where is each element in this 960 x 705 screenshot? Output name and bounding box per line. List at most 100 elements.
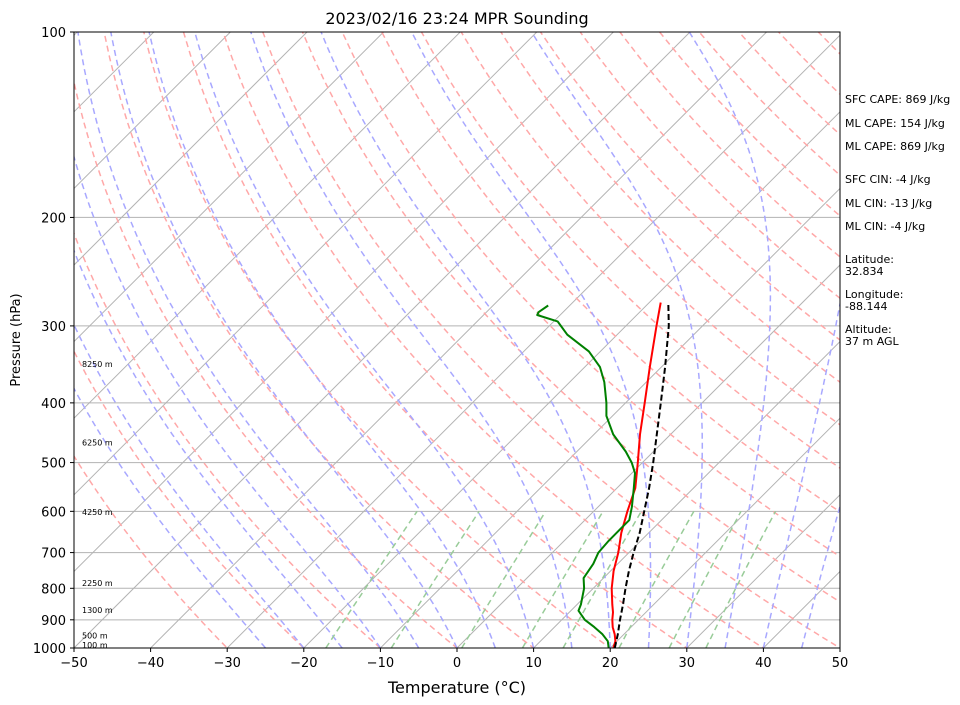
x-axis-ticks: −50 −40 −30 −20 −10 0 10 20 30 40 50 bbox=[60, 648, 848, 671]
latitude-label: Latitude: bbox=[845, 253, 894, 266]
y-tick-label: 100 bbox=[41, 26, 66, 41]
y-tick-label: 900 bbox=[41, 614, 66, 629]
x-tick-label: −50 bbox=[60, 656, 87, 671]
isotherm-line bbox=[686, 494, 840, 648]
moist-adiabat-line bbox=[74, 386, 267, 648]
dry-adiabat-line bbox=[539, 32, 840, 341]
dry-adiabat-line bbox=[420, 32, 840, 470]
dry-adiabat-line bbox=[182, 32, 689, 648]
isotherm-line bbox=[303, 111, 840, 648]
y-tick-label: 200 bbox=[41, 211, 66, 226]
moist-adiabat-line bbox=[688, 32, 772, 648]
isotherm-line bbox=[74, 32, 385, 343]
chart-title: 2023/02/16 23:24 MPR Sounding bbox=[325, 9, 588, 28]
moist-adiabat-line bbox=[530, 32, 704, 648]
sfc-cape-text: SFC CAPE: 869 J/kg bbox=[845, 93, 951, 106]
isotherm-line bbox=[74, 32, 615, 573]
mixing-ratio-line bbox=[618, 510, 695, 648]
background-lines bbox=[74, 32, 840, 648]
x-tick-label: 50 bbox=[832, 656, 849, 671]
x-axis-label: Temperature (°C) bbox=[387, 678, 526, 697]
x-tick-label: 30 bbox=[679, 656, 696, 671]
isotherm-line bbox=[74, 32, 538, 496]
y-tick-label: 700 bbox=[41, 547, 66, 562]
y-axis-label: Pressure (hPa) bbox=[9, 293, 24, 386]
mixing-ratio-line bbox=[461, 510, 547, 648]
x-tick-label: 0 bbox=[453, 656, 461, 671]
height-label: 1300 m bbox=[82, 606, 113, 615]
temperature-profile bbox=[610, 302, 662, 648]
moist-adiabat-line bbox=[74, 248, 343, 648]
mixing-ratio-line bbox=[705, 510, 777, 648]
isotherm-line bbox=[456, 264, 840, 648]
parcel-path bbox=[613, 302, 670, 648]
x-tick-label: 10 bbox=[525, 656, 542, 671]
isotherm-line bbox=[609, 417, 840, 648]
isotherm-line bbox=[226, 34, 840, 648]
dry-adiabat-line bbox=[74, 231, 382, 648]
x-tick-label: −30 bbox=[213, 656, 240, 671]
moist-adiabat-line bbox=[194, 32, 535, 648]
y-tick-label: 800 bbox=[41, 582, 66, 597]
dry-adiabat-line bbox=[74, 454, 229, 648]
isotherm-line bbox=[149, 32, 768, 648]
moist-adiabat-line bbox=[148, 32, 497, 648]
y-tick-label: 300 bbox=[41, 320, 66, 335]
moist-adiabat-line bbox=[110, 32, 458, 648]
altitude-label: Altitude: bbox=[845, 323, 892, 336]
y-tick-label: 500 bbox=[41, 457, 66, 472]
isotherm-line bbox=[74, 32, 461, 419]
moist-adiabat-line bbox=[411, 32, 652, 648]
x-tick-label: −10 bbox=[367, 656, 394, 671]
ml-cape-text: ML CAPE: 154 J/kg bbox=[845, 117, 945, 130]
sfc-cin-text: SFC CIN: -4 J/kg bbox=[845, 173, 931, 186]
height-label: 2250 m bbox=[82, 579, 113, 588]
y-tick-label: 400 bbox=[41, 397, 66, 412]
dry-adiabat-line bbox=[74, 349, 305, 648]
y-axis-ticks: 1000 900 800 700 600 500 400 300 200 100 bbox=[33, 26, 74, 657]
moist-adiabat-line bbox=[74, 154, 382, 648]
mixing-ratio-line bbox=[668, 510, 742, 648]
isotherm-line bbox=[74, 32, 232, 190]
dry-adiabat-line bbox=[262, 32, 840, 648]
x-tick-label: −20 bbox=[290, 656, 317, 671]
mixing-ratio-line bbox=[562, 510, 642, 648]
mixing-ratio-line bbox=[521, 510, 604, 648]
ml-cin-text: ML CIN: -4 J/kg bbox=[845, 220, 926, 233]
mixing-ratio-line bbox=[390, 510, 480, 648]
height-label: 4250 m bbox=[82, 508, 113, 517]
ml-cin-text: ML CIN: -13 J/kg bbox=[845, 197, 933, 210]
dry-adiabat-line bbox=[74, 79, 459, 648]
mixing-ratio-line bbox=[325, 510, 418, 648]
dry-adiabat-line bbox=[341, 32, 840, 558]
latitude-value: 32.834 bbox=[845, 265, 884, 278]
ml-cape-text: ML CAPE: 869 J/kg bbox=[845, 140, 945, 153]
height-label: 8250 m bbox=[82, 360, 113, 369]
x-tick-label: −40 bbox=[137, 656, 164, 671]
moist-adiabat-line bbox=[320, 32, 611, 648]
longitude-label: Longitude: bbox=[845, 288, 904, 301]
sounding-parameters-panel: SFC CAPE: 869 J/kg ML CAPE: 154 J/kg ML … bbox=[845, 0, 960, 705]
moist-adiabat-line bbox=[762, 300, 840, 648]
isotherm-line bbox=[74, 32, 691, 648]
dry-adiabat-line bbox=[301, 32, 840, 603]
height-label: 6250 m bbox=[82, 439, 113, 448]
dry-adiabat-line bbox=[222, 32, 765, 648]
altitude-value: 37 m AGL bbox=[845, 335, 899, 348]
isotherm-line bbox=[74, 32, 308, 266]
y-tick-label: 600 bbox=[41, 505, 66, 520]
height-label: 100 m bbox=[82, 641, 108, 650]
longitude-value: -88.144 bbox=[845, 300, 888, 313]
data-lines bbox=[536, 302, 670, 648]
height-label: 500 m bbox=[82, 632, 108, 641]
isotherm-line bbox=[532, 340, 840, 648]
y-tick-label: 1000 bbox=[33, 642, 66, 657]
moist-adiabat-line bbox=[77, 32, 420, 648]
dry-adiabat-line bbox=[103, 32, 535, 648]
dry-adiabat-line bbox=[380, 32, 840, 513]
x-tick-label: 40 bbox=[755, 656, 772, 671]
dry-adiabat-line bbox=[579, 32, 840, 300]
